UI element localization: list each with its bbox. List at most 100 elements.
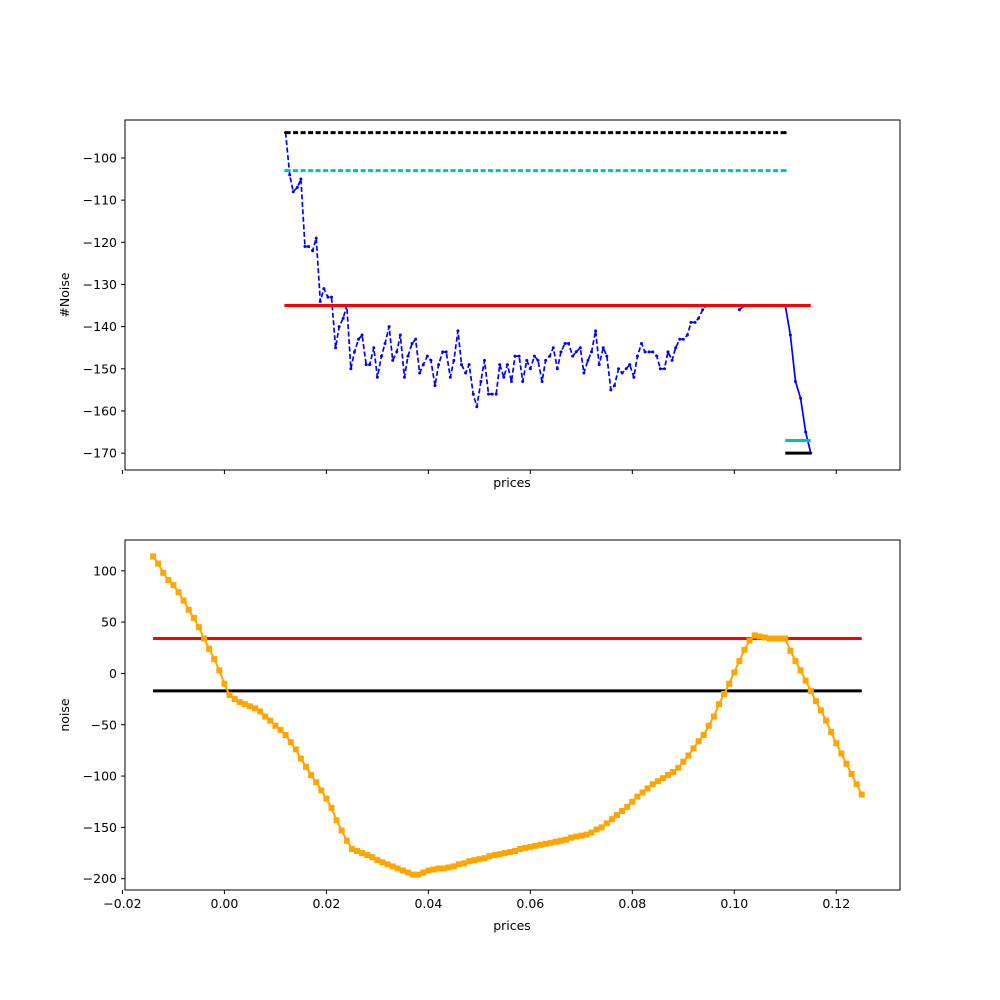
bottom-series-2-point	[384, 861, 391, 868]
bottom-series-2-point	[619, 807, 626, 814]
bottom-series-2-point	[430, 866, 437, 873]
bottom-series-2-point	[624, 803, 631, 810]
top-series-3	[284, 169, 787, 173]
top-axes-frame	[124, 119, 901, 471]
top-series-0-point	[452, 358, 456, 362]
top-series-0-point	[594, 329, 598, 333]
bottom-series-2-point	[848, 771, 855, 778]
top-series-0-point	[505, 363, 509, 367]
top-series-0-point	[674, 346, 678, 350]
bottom-series-2-point	[792, 658, 799, 665]
bottom-series-2-point	[537, 841, 544, 848]
bottom-series-2-point	[501, 850, 508, 857]
bottom-series-2-point	[195, 624, 202, 631]
bottom-series-2-point	[741, 646, 748, 653]
bottom-series-2-point	[277, 726, 284, 733]
bottom-series-2-point	[807, 687, 814, 694]
bottom-series-2-point	[690, 745, 697, 752]
bottom-series-2-point	[731, 669, 738, 676]
top-series-0-point	[689, 320, 693, 324]
bottom-series-2-point	[323, 795, 330, 802]
bottom-series-2-point	[782, 635, 789, 642]
bottom-series-2-point	[547, 839, 554, 846]
bottom-series-2-point	[221, 680, 228, 687]
bottom-series-2-point	[185, 606, 192, 613]
top-x-axis-label: prices	[493, 475, 531, 490]
bottom-series-2-point	[308, 772, 315, 779]
bottom-series-2-point	[175, 589, 182, 596]
top-series-0-point	[582, 371, 586, 375]
bottom-series-2-point	[369, 854, 376, 861]
bottom-series-2-point	[542, 840, 549, 847]
top-series-2-point	[284, 131, 288, 135]
bottom-axes-frame	[124, 539, 901, 891]
bottom-series-2-point	[858, 791, 865, 798]
bottom-series-2-point	[777, 635, 784, 642]
top-series-0-point	[326, 295, 330, 299]
top-series-0-point	[609, 388, 613, 392]
bottom-series-2-point	[476, 856, 483, 863]
bottom-series-2-point	[313, 779, 320, 786]
top-series-0-point	[398, 333, 402, 337]
bottom-series-2-point	[404, 869, 411, 876]
bottom-series-2-point	[761, 634, 768, 641]
bottom-x-tick-label: 0.04	[414, 896, 442, 911]
bottom-series-2-point	[374, 857, 381, 864]
bottom-y-tick-label: 50	[101, 615, 117, 630]
top-series-0-point	[617, 367, 621, 371]
top-series-0-point	[528, 367, 532, 371]
bottom-series-2-point	[634, 793, 641, 800]
top-series-0-point	[475, 405, 479, 409]
bottom-series-2-point	[180, 597, 187, 604]
top-y-tick-label: −110	[83, 193, 117, 208]
top-series-0-point	[532, 354, 536, 358]
top-series-0-point	[571, 354, 575, 358]
top-series-0-point	[372, 346, 376, 350]
top-y-ticks: −170 −160 −150 −140 −130 −120 −110 −100	[83, 150, 125, 461]
bottom-series-2-point	[639, 789, 646, 796]
top-series-0-point	[330, 295, 333, 299]
top-y-tick-label: −100	[83, 150, 117, 165]
top-series-0-point	[414, 337, 418, 341]
top-series-0-point	[467, 363, 471, 367]
bottom-series-2-point	[649, 781, 656, 788]
bottom-series-2-point	[236, 699, 243, 706]
bottom-series-2-point	[450, 863, 457, 870]
top-series-0-point	[647, 350, 651, 354]
bottom-series-2-point	[598, 824, 605, 831]
top-series-1-point	[788, 333, 792, 337]
top-series-0-point	[444, 350, 448, 354]
bottom-series-2-point	[853, 781, 860, 788]
top-series-0	[284, 131, 789, 409]
bottom-series-2	[150, 553, 865, 878]
bottom-series-2-point	[226, 691, 233, 698]
bottom-series-2-point	[787, 647, 794, 654]
bottom-series-2-point	[746, 637, 753, 644]
bottom-series-2-point	[772, 635, 779, 642]
bottom-series-2-point	[578, 832, 585, 839]
bottom-series-2-point	[812, 698, 819, 705]
bottom-series-2-point	[481, 855, 488, 862]
bottom-series-2-point	[303, 763, 309, 770]
bottom-series-2-point	[568, 834, 575, 841]
bottom-series-2-point	[394, 865, 401, 872]
top-series-0-point	[352, 350, 356, 354]
top-series-0-point	[555, 367, 559, 371]
bottom-series-2-point	[471, 857, 478, 864]
bottom-series-2-point	[593, 826, 600, 833]
top-series-0-point	[563, 341, 567, 345]
bottom-series-2-point	[726, 680, 733, 687]
bottom-series-2-point	[506, 849, 513, 856]
bottom-x-tick-label: −0.02	[103, 896, 141, 911]
bottom-series-2-point	[603, 820, 610, 827]
bottom-series-2-point	[364, 852, 371, 859]
top-series-0-point	[418, 371, 422, 375]
top-series-0-point	[612, 384, 616, 388]
top-series-0-point	[655, 354, 659, 358]
top-series-0-point	[360, 333, 364, 337]
bottom-series-2-point	[486, 853, 493, 860]
bottom-series-2-point	[170, 582, 177, 589]
bottom-series-2-point	[297, 755, 304, 762]
top-series-0-point	[341, 316, 345, 320]
